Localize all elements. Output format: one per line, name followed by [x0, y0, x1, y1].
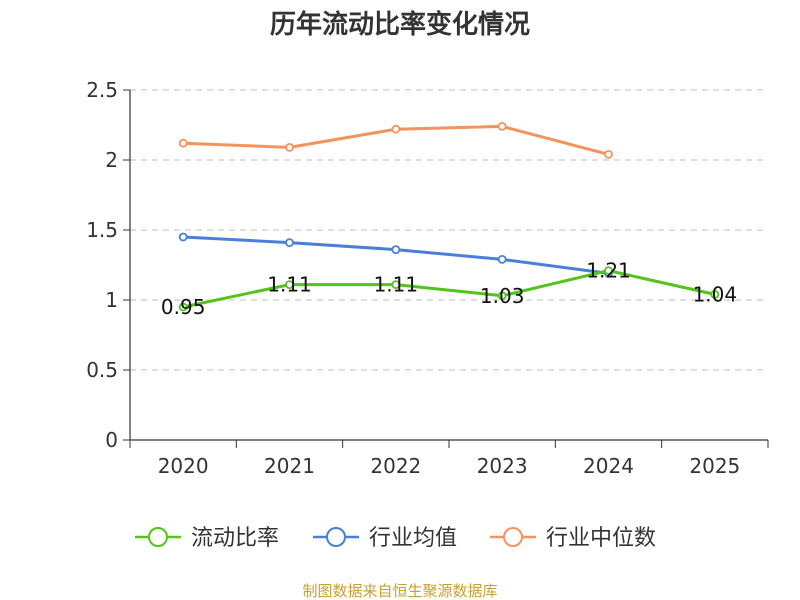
- data-labels: 0.95 1.11 1.11 1.03 1.21 1.04: [161, 259, 737, 319]
- y-tick-label: 2.5: [86, 78, 118, 102]
- x-tick-label: 2022: [370, 454, 421, 478]
- data-point: [604, 266, 613, 276]
- series-2: [178, 232, 613, 278]
- data-point: [497, 254, 507, 264]
- y-tick-label: 2: [105, 148, 118, 172]
- series-1: [178, 266, 720, 312]
- data-point: [391, 124, 401, 134]
- legend-item-2[interactable]: 行业均值: [313, 526, 457, 551]
- legend-label: 行业中位数: [546, 526, 656, 551]
- data-point: [285, 280, 294, 290]
- legend-marker: [503, 527, 523, 547]
- legend-label: 流动比率: [191, 526, 279, 551]
- legend-marker: [326, 527, 346, 547]
- data-label: 1.03: [480, 284, 525, 308]
- data-label: 1.21: [586, 259, 631, 283]
- legend-item-1[interactable]: 流动比率: [135, 526, 279, 551]
- y-tick-label: 0: [105, 428, 118, 452]
- data-point: [178, 232, 188, 242]
- series-line: [182, 269, 716, 309]
- series-3: [178, 122, 613, 159]
- data-label: 1.11: [267, 273, 312, 297]
- legend-label: 行业均值: [369, 526, 457, 551]
- data-label: 1.04: [693, 282, 738, 306]
- data-point: [178, 138, 188, 148]
- x-tick-label: 2020: [158, 454, 209, 478]
- data-point: [710, 289, 720, 299]
- data-point: [391, 280, 401, 290]
- grid: [130, 89, 768, 371]
- y-tick-label: 1: [105, 288, 118, 312]
- data-point: [391, 245, 401, 255]
- y-tick-label: 0.5: [86, 358, 118, 382]
- chart-title: 历年流动比率变化情况: [270, 9, 530, 40]
- data-point: [604, 149, 613, 159]
- legend[interactable]: 流动比率 行业均值 行业中位数: [135, 526, 656, 551]
- axes: 0 0.5 1 1.5 2 2.5 2020 2021 2022 2023 2024 2025: [86, 78, 769, 478]
- data-point: [178, 302, 188, 312]
- data-label: 1.11: [374, 273, 419, 297]
- plot-area: [178, 122, 720, 312]
- y-tick-label: 1.5: [86, 218, 118, 242]
- data-point: [497, 291, 507, 301]
- data-point: [285, 238, 294, 248]
- x-tick-label: 2025: [689, 454, 740, 478]
- series-line: [183, 235, 609, 275]
- data-label: 0.95: [161, 295, 206, 319]
- source-note: 制图数据来自恒生聚源数据库: [302, 582, 497, 600]
- data-point: [497, 122, 507, 131]
- x-tick-label: 2021: [264, 454, 315, 478]
- data-point: [285, 142, 294, 152]
- legend-marker: [148, 527, 168, 547]
- legend-item-3[interactable]: 行业中位数: [490, 526, 656, 551]
- x-tick-label: 2024: [583, 454, 634, 478]
- x-tick-label: 2023: [477, 454, 528, 478]
